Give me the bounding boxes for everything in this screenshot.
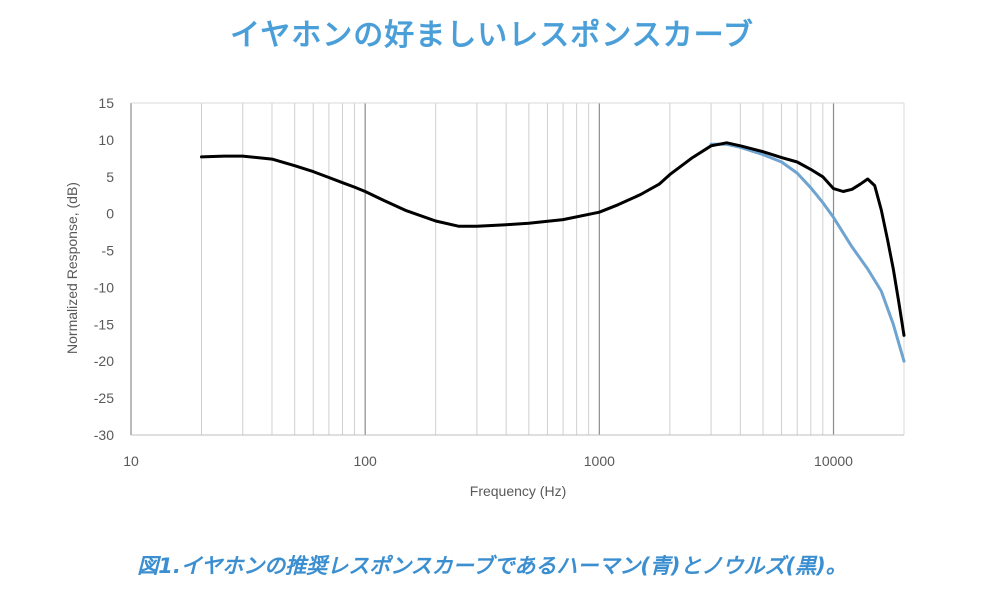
x-tick-labels: 10 100 1000 10000 <box>123 453 853 469</box>
y-tick-label: 5 <box>106 169 114 185</box>
x-tick-label: 1000 <box>584 453 615 469</box>
page-title: イヤホンの好ましいレスポンスカーブ <box>230 18 754 53</box>
vertical-gridlines <box>130 103 905 435</box>
plot-frame <box>131 102 905 436</box>
y-tick-label: -15 <box>94 316 114 332</box>
x-tick-label: 10000 <box>814 453 853 469</box>
y-tick-label: -10 <box>94 279 114 295</box>
y-tick-label: -30 <box>94 427 114 443</box>
y-tick-label: -25 <box>94 390 114 406</box>
y-tick-label: 10 <box>98 132 114 148</box>
y-tick-label: 15 <box>98 95 114 111</box>
x-axis-label: Frequency (Hz) <box>470 483 566 499</box>
x-tick-label: 10 <box>123 453 139 469</box>
figure-caption: 図1.イヤホンの推奨レスポンスカーブであるハーマン(青)とノウルズ(黒)。 <box>137 554 847 578</box>
y-tick-label: 0 <box>106 206 114 222</box>
x-tick-label: 100 <box>353 453 377 469</box>
y-tick-label: -5 <box>102 243 115 259</box>
y-axis-label: Normalized Response, (dB) <box>64 182 80 354</box>
series-line-black <box>200 141 906 337</box>
series-layer <box>200 141 906 363</box>
series-line-blue <box>709 142 906 363</box>
y-tick-labels: 15 10 5 0 -5 -10 -15 -20 -25 -30 <box>94 95 114 443</box>
y-tick-label: -20 <box>94 353 114 369</box>
